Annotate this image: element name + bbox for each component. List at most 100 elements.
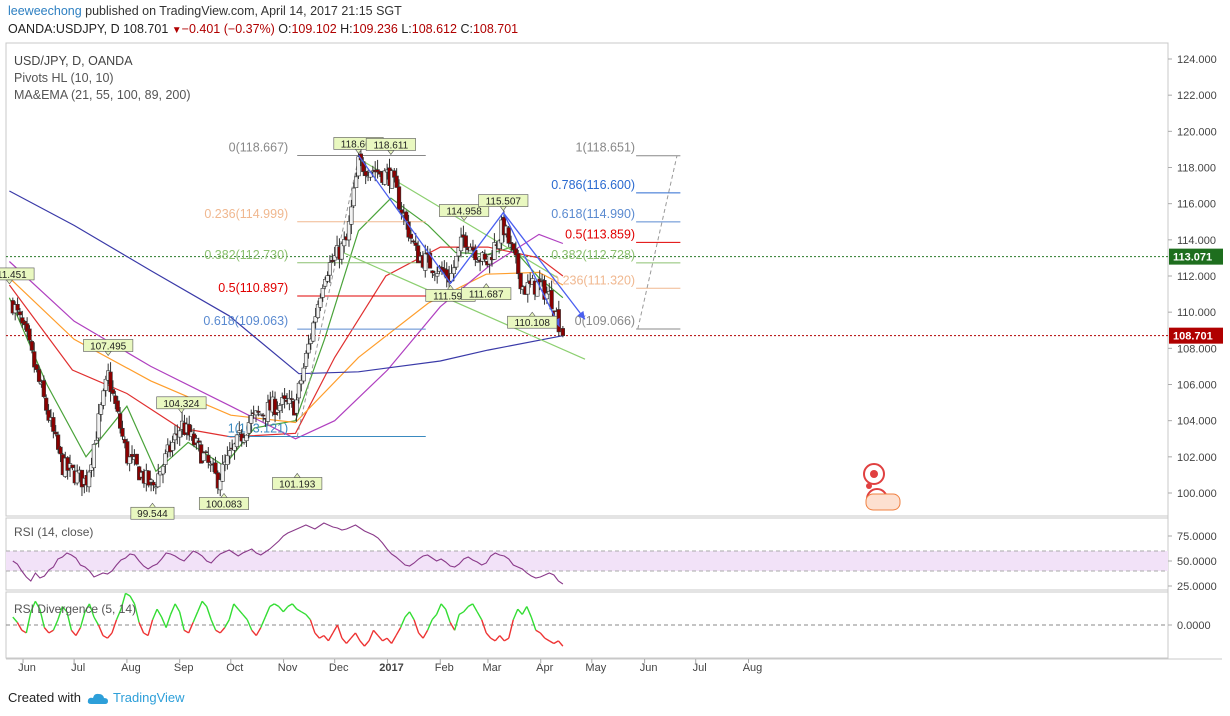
candle-body[interactable] — [342, 239, 347, 247]
candle-body[interactable] — [506, 227, 511, 244]
candle-body[interactable] — [392, 170, 397, 178]
rsi-divergence-pane[interactable] — [6, 592, 1168, 647]
candle-body[interactable] — [272, 398, 278, 415]
author-link[interactable]: leeweechong — [8, 4, 82, 18]
candle-body[interactable] — [170, 442, 175, 451]
candle-body[interactable] — [218, 479, 223, 491]
candle-body[interactable] — [117, 413, 123, 429]
candle-body[interactable] — [509, 242, 514, 245]
candle-body[interactable] — [115, 400, 120, 412]
candle-body[interactable] — [234, 434, 240, 448]
event-badge[interactable] — [865, 493, 901, 511]
candle-body[interactable] — [227, 450, 232, 457]
candle-body[interactable] — [17, 311, 23, 316]
candle-body[interactable] — [70, 464, 75, 468]
candle-body[interactable] — [120, 427, 125, 437]
candle-body[interactable] — [413, 242, 418, 246]
candle-body[interactable] — [396, 186, 402, 210]
candle-body[interactable] — [163, 453, 168, 465]
candle-body[interactable] — [470, 247, 476, 251]
candle-body[interactable] — [29, 341, 34, 351]
candle-body[interactable] — [25, 323, 30, 332]
candle-body[interactable] — [332, 255, 337, 261]
candle-body[interactable] — [44, 397, 49, 411]
price-pane[interactable]: 0(118.667) 0.236(114.999) 0.382(112.730) 0.… — [0, 137, 1168, 520]
candle-body[interactable] — [51, 417, 56, 432]
candle-body[interactable] — [91, 444, 96, 469]
candle-body[interactable] — [339, 243, 344, 260]
candle-body[interactable] — [253, 410, 259, 416]
candle-body[interactable] — [354, 176, 359, 188]
candle-body[interactable] — [32, 351, 37, 368]
pattern-line[interactable] — [502, 212, 586, 320]
candle-body[interactable] — [20, 317, 25, 324]
candle-body[interactable] — [349, 206, 354, 225]
candle-body[interactable] — [406, 221, 411, 238]
candle-body[interactable] — [156, 473, 161, 488]
candle-body[interactable] — [556, 309, 561, 333]
candle-body[interactable] — [129, 454, 135, 457]
candle-body[interactable] — [277, 405, 282, 412]
candle-body[interactable] — [427, 252, 433, 269]
candle-body[interactable] — [265, 402, 271, 422]
candle-body[interactable] — [15, 304, 20, 311]
candle-body[interactable] — [160, 465, 166, 475]
candle-body[interactable] — [311, 322, 316, 342]
rsi-line[interactable] — [12, 522, 564, 585]
candle-body[interactable] — [539, 279, 545, 281]
candle-body[interactable] — [127, 456, 132, 464]
candle-body[interactable] — [389, 170, 394, 189]
candle-body[interactable] — [256, 410, 261, 413]
candle-body[interactable] — [225, 455, 230, 465]
candle-body[interactable] — [122, 439, 127, 444]
candle-body[interactable] — [187, 424, 192, 436]
candle-body[interactable] — [280, 397, 285, 405]
candle-body[interactable] — [75, 471, 80, 484]
candle-body[interactable] — [323, 279, 328, 287]
rsi-pane[interactable] — [6, 522, 1168, 585]
candle-body[interactable] — [549, 290, 554, 310]
candle-body[interactable] — [363, 171, 368, 176]
candle-body[interactable] — [306, 343, 311, 354]
candle-body[interactable] — [172, 433, 178, 441]
candle-body[interactable] — [511, 243, 516, 251]
candle-body[interactable] — [411, 240, 416, 243]
candle-body[interactable] — [382, 170, 387, 185]
candle-body[interactable] — [318, 297, 323, 308]
legend-maema[interactable]: MA&EMA (21, 55, 100, 89, 200) — [14, 88, 191, 102]
candle-body[interactable] — [542, 280, 547, 300]
legend-pivots[interactable]: Pivots HL (10, 10) — [14, 71, 114, 85]
candle-body[interactable] — [244, 434, 249, 442]
channel-line[interactable] — [334, 248, 586, 360]
fib-projection-line[interactable] — [637, 155, 678, 330]
candle-body[interactable] — [299, 379, 304, 385]
candle-body[interactable] — [146, 470, 151, 486]
candle-body[interactable] — [463, 235, 468, 248]
candle-body[interactable] — [497, 240, 502, 249]
candle-body[interactable] — [94, 439, 99, 444]
candle-body[interactable] — [327, 262, 333, 276]
candle-body[interactable] — [134, 453, 139, 465]
candle-body[interactable] — [148, 479, 154, 483]
candle-body[interactable] — [451, 267, 456, 275]
event-icons[interactable] — [863, 463, 901, 511]
candle-body[interactable] — [458, 236, 464, 252]
pattern-line[interactable] — [357, 155, 561, 327]
candle-body[interactable] — [325, 275, 330, 282]
candle-body[interactable] — [375, 169, 380, 173]
candle-body[interactable] — [98, 404, 104, 415]
candle-body[interactable] — [113, 395, 118, 404]
candle-body[interactable] — [430, 270, 435, 274]
candle-body[interactable] — [423, 253, 428, 271]
candle-body[interactable] — [41, 380, 46, 397]
candle-body[interactable] — [108, 371, 113, 393]
candle-body[interactable] — [56, 434, 61, 450]
candle-body[interactable] — [246, 422, 251, 434]
tradingview-brand-link[interactable]: TradingView — [112, 690, 185, 705]
candle-body[interactable] — [416, 245, 421, 264]
candle-body[interactable] — [289, 398, 294, 400]
candle-body[interactable] — [518, 273, 523, 290]
candle-body[interactable] — [330, 260, 335, 262]
candles[interactable] — [10, 146, 565, 497]
candle-body[interactable] — [153, 486, 158, 489]
